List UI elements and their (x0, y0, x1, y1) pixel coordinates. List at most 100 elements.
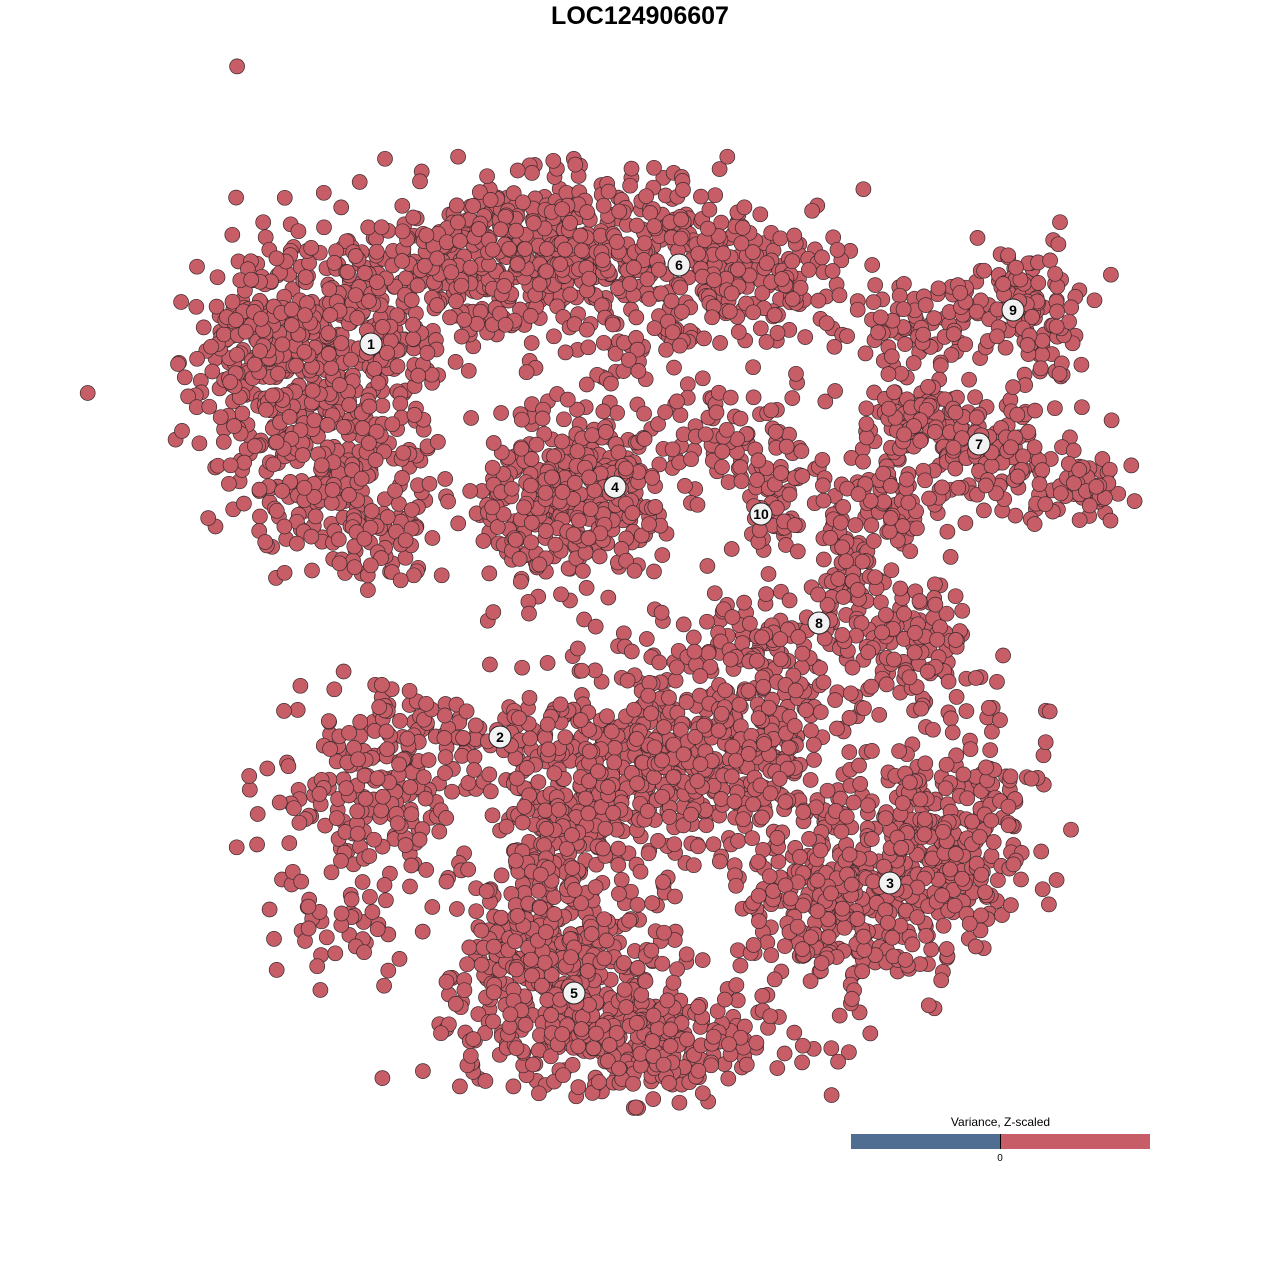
data-point (409, 277, 426, 294)
data-point (391, 756, 407, 773)
data-point (844, 659, 861, 676)
data-point (322, 741, 338, 757)
data-point (918, 927, 934, 944)
data-point (1000, 798, 1017, 815)
data-point (815, 477, 831, 494)
data-point (797, 329, 814, 345)
data-point (229, 346, 245, 363)
data-point (669, 393, 685, 410)
data-point (507, 531, 524, 548)
data-point (718, 421, 735, 438)
data-point (958, 703, 975, 719)
data-point (940, 673, 957, 690)
data-point (961, 915, 978, 932)
data-point (750, 887, 767, 904)
data-point (794, 468, 811, 484)
data-point (942, 861, 958, 878)
data-point (882, 510, 899, 526)
data-point (1066, 475, 1082, 492)
data-point (200, 510, 217, 526)
data-point (645, 1091, 662, 1107)
data-point (968, 409, 985, 426)
data-point (410, 367, 427, 384)
data-point (511, 551, 528, 567)
data-point (664, 324, 681, 341)
data-point (362, 888, 378, 905)
data-point (374, 319, 391, 335)
data-point (209, 269, 226, 286)
data-point (291, 814, 308, 831)
data-point (699, 558, 716, 574)
data-point (452, 233, 468, 249)
data-point (419, 345, 436, 361)
data-point (763, 947, 780, 964)
data-point (806, 752, 822, 768)
data-point (290, 223, 307, 240)
data-point (270, 365, 286, 382)
data-point (204, 363, 221, 380)
data-point (769, 830, 786, 846)
data-point (617, 460, 634, 477)
data-point (294, 447, 311, 463)
data-point (444, 783, 460, 800)
data-point (636, 431, 653, 447)
data-point (567, 156, 584, 173)
data-point (942, 549, 959, 565)
data-point (1027, 402, 1043, 419)
data-point (863, 678, 880, 695)
data-point (1102, 512, 1119, 529)
data-point (274, 483, 290, 499)
data-point (962, 741, 979, 758)
data-point (838, 808, 855, 825)
data-point (937, 780, 954, 797)
data-point (567, 475, 583, 491)
data-point (556, 411, 572, 428)
data-point (443, 264, 460, 281)
data-point (173, 294, 189, 310)
data-point (938, 756, 955, 773)
data-point (246, 356, 263, 373)
data-point (455, 730, 471, 746)
data-point (736, 199, 753, 216)
data-point (905, 355, 922, 371)
data-point (897, 951, 914, 968)
data-point (800, 262, 817, 278)
data-point (708, 404, 725, 421)
data-point (392, 395, 409, 412)
data-point (1050, 236, 1067, 253)
data-point (297, 307, 313, 324)
data-point (1063, 821, 1079, 838)
data-point (852, 776, 869, 792)
data-point (714, 459, 730, 475)
data-point (874, 624, 890, 641)
data-point (1034, 346, 1050, 363)
data-point (860, 797, 876, 814)
data-point (513, 440, 530, 457)
data-point (730, 324, 747, 340)
data-point (274, 336, 291, 353)
data-point (369, 770, 386, 787)
data-point (723, 768, 740, 785)
data-point (812, 704, 829, 720)
data-point (347, 287, 364, 304)
data-point (465, 198, 481, 214)
data-point (661, 689, 677, 706)
data-point (403, 857, 420, 874)
data-point (789, 918, 806, 935)
data-point (758, 586, 774, 602)
data-point (920, 378, 936, 395)
data-point (312, 982, 329, 998)
data-point (883, 562, 900, 579)
data-point (281, 409, 298, 425)
data-point (802, 772, 819, 788)
data-point (251, 481, 268, 498)
data-point (595, 840, 611, 857)
data-point (880, 366, 897, 382)
data-point (957, 336, 974, 353)
data-point (767, 423, 784, 440)
data-point (788, 365, 804, 382)
data-point (268, 502, 285, 519)
data-point (862, 1025, 879, 1042)
data-point (559, 391, 576, 408)
data-point (674, 303, 690, 320)
